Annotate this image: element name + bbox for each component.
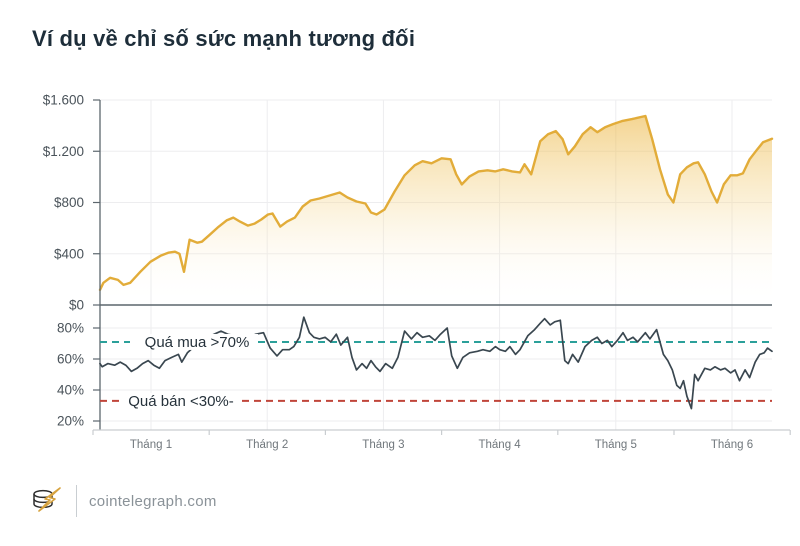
month-label: Tháng 1: [130, 439, 172, 451]
month-label: Tháng 6: [711, 439, 753, 451]
rsi-tick-label: 60%: [57, 352, 84, 367]
price-tick-label: $0: [69, 298, 84, 313]
page-title: Ví dụ về chỉ số sức mạnh tương đối: [32, 26, 416, 51]
month-label: Tháng 2: [246, 439, 288, 451]
footer: cointelegraph.com: [30, 484, 217, 518]
brand-url: cointelegraph.com: [89, 492, 217, 510]
oversold-label: Quá bán <30%-: [128, 393, 234, 410]
overbought-label: Quá mua >70%: [145, 334, 250, 351]
price-area: [100, 116, 772, 305]
price-tick-label: $400: [54, 246, 84, 261]
rsi-tick-label: 40%: [57, 383, 84, 398]
oversold-label-bg: [122, 392, 240, 409]
price-tick-label: $1.200: [43, 144, 84, 159]
overbought-label-bg: [136, 333, 258, 350]
price-tick-label: $1.600: [43, 93, 84, 108]
month-label: Tháng 4: [478, 439, 521, 451]
footer-divider: [76, 485, 77, 517]
month-label: Tháng 3: [362, 439, 404, 451]
price-tick-label: $800: [54, 195, 84, 210]
rsi-example-chart: Quá mua >70% Quá bán <30%- $1.600 $1.200 $80…: [43, 93, 791, 451]
price-line: [98, 114, 774, 292]
rsi-tick-label: 80%: [57, 321, 84, 336]
cointelegraph-logo-icon: [33, 487, 61, 512]
rsi-line: [99, 316, 773, 410]
rsi-tick-label: 20%: [57, 414, 84, 429]
month-label: Tháng 5: [595, 439, 637, 451]
